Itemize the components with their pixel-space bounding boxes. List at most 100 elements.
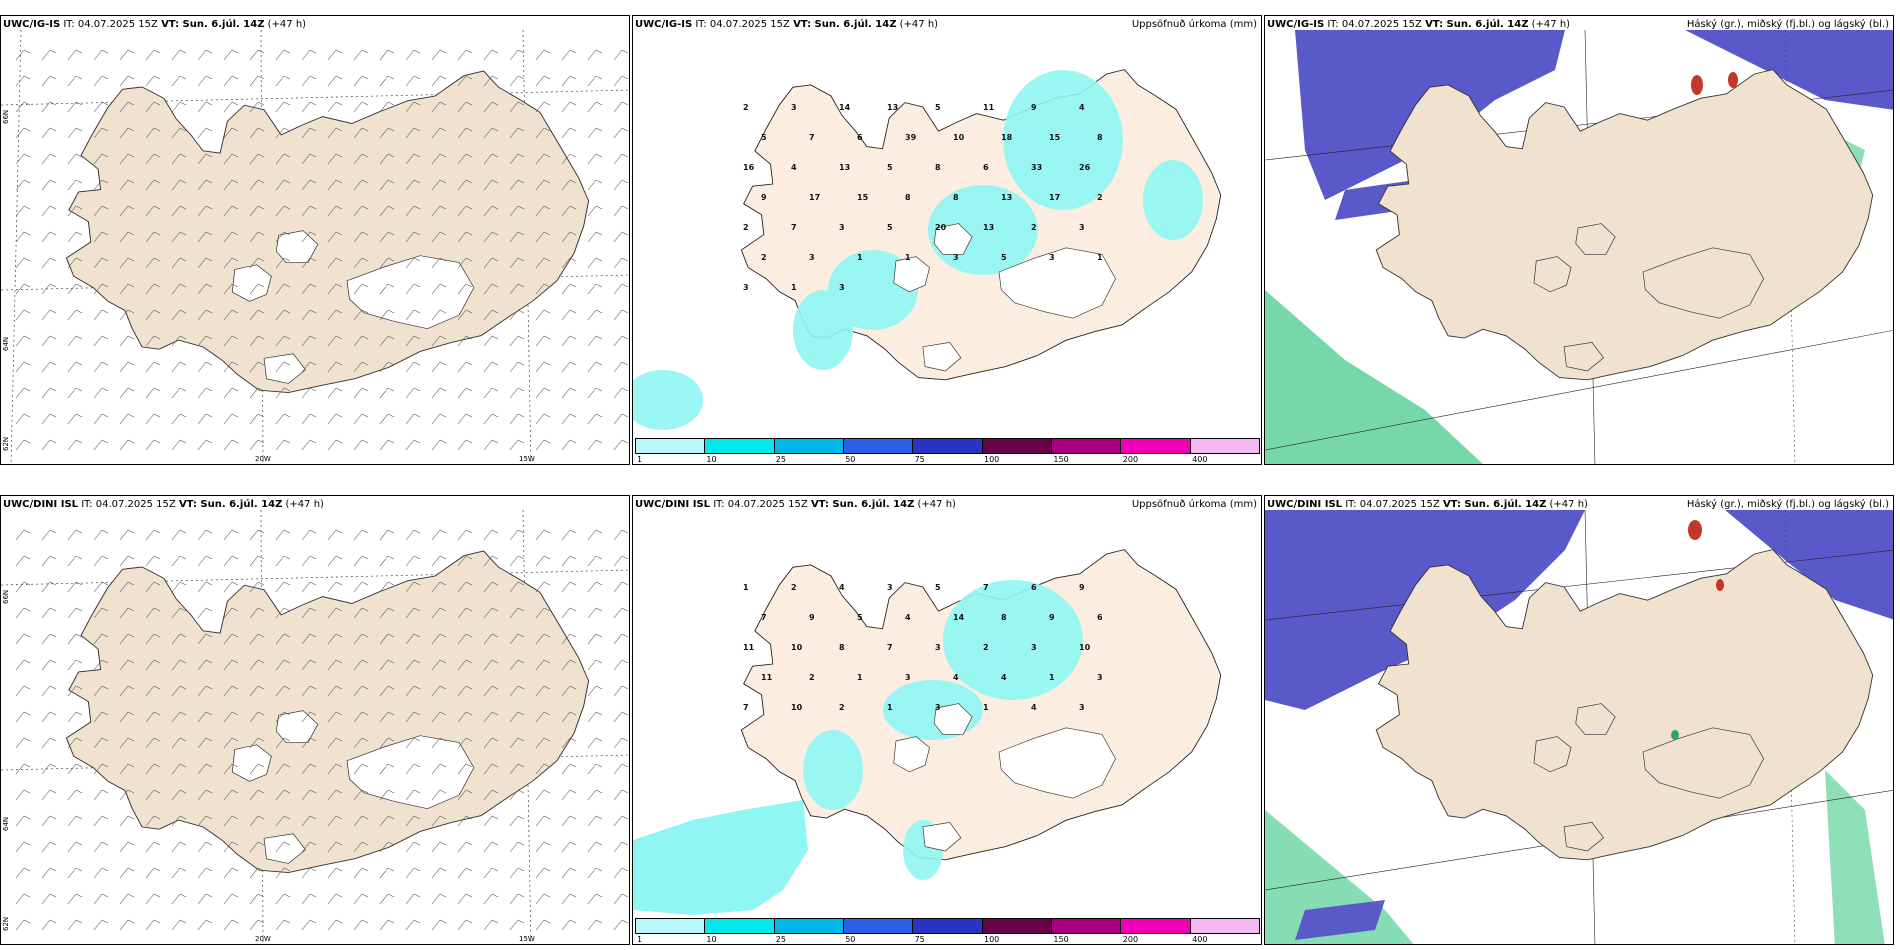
precip-value: 10 (791, 643, 803, 652)
wind-barb (119, 867, 135, 879)
wind-barb (353, 153, 369, 165)
precip-value: 4 (1031, 703, 1037, 712)
wind-barb (93, 257, 109, 269)
precip-value: 6 (1097, 613, 1103, 622)
wind-barb (197, 841, 213, 853)
wind-barb (483, 763, 499, 775)
wind-barb (535, 659, 551, 671)
wind-barb (613, 581, 629, 593)
wind-barb (171, 439, 187, 451)
lat-label: 62N (2, 436, 10, 451)
wind-barb (353, 413, 369, 425)
wind-barb (561, 633, 577, 645)
wind-barb (561, 659, 577, 671)
colorbar-segment (843, 919, 914, 933)
wind-barb (457, 205, 473, 217)
wind-barb (171, 633, 187, 645)
wind-barb (405, 75, 421, 87)
precip-value: 13 (983, 223, 994, 232)
wind-barb (249, 231, 265, 243)
wind-barb (613, 439, 629, 451)
wind-barb (249, 179, 265, 191)
wind-barb (587, 49, 603, 61)
wind-barb (119, 153, 135, 165)
wind-barbs (15, 49, 629, 451)
wind-barb (379, 893, 395, 905)
wind-barb (119, 49, 135, 61)
wind-barb (119, 231, 135, 243)
wind-barb (613, 529, 629, 541)
wind-barb (197, 919, 213, 931)
wind-barb (119, 815, 135, 827)
colorbar-tick: 400 (1192, 935, 1208, 944)
wind-barb (171, 555, 187, 567)
colorbar-tick: 1 (637, 935, 643, 944)
cloud-map (1265, 510, 1893, 944)
wind-barb (171, 659, 187, 671)
precip-value: 10 (953, 133, 965, 142)
wind-barb (15, 101, 31, 113)
wind-barb (431, 257, 447, 269)
wind-barb (535, 179, 551, 191)
wind-barb (249, 711, 265, 723)
wind-barb (197, 309, 213, 321)
wind-barb (353, 555, 369, 567)
precip-value: 5 (887, 223, 893, 232)
wind-barb (223, 737, 239, 749)
wind-barb (145, 815, 161, 827)
wind-barb (431, 789, 447, 801)
wind-barb (67, 529, 83, 541)
precip-value: 14 (953, 613, 965, 622)
wind-barb (197, 737, 213, 749)
wind-barb (587, 101, 603, 113)
wind-barb (41, 867, 57, 879)
wind-barb (249, 101, 265, 113)
wind-barb (41, 633, 57, 645)
wind-barb (223, 309, 239, 321)
wind-barb (587, 789, 603, 801)
wind-barb (15, 335, 31, 347)
wind-barb (561, 179, 577, 191)
wind-barb (509, 153, 525, 165)
colorbar-segment (982, 439, 1052, 453)
wind-barb (275, 231, 291, 243)
wind-barb (67, 101, 83, 113)
wind-barb (613, 659, 629, 671)
precip-value: 1 (983, 703, 989, 712)
wind-barb (535, 335, 551, 347)
wind-barb (457, 439, 473, 451)
wind-barb (353, 101, 369, 113)
wind-barb (457, 179, 473, 191)
wind-barb (301, 685, 317, 697)
wind-barb (145, 231, 161, 243)
wind-barb (145, 711, 161, 723)
wind-barb (93, 867, 109, 879)
wind-barb (15, 763, 31, 775)
precip-value: 3 (839, 223, 845, 232)
wind-barb (483, 867, 499, 879)
colorbar-segment (1190, 919, 1259, 933)
wind-barb (93, 309, 109, 321)
wind-barb (483, 893, 499, 905)
wind-barb (327, 361, 343, 373)
wind-barb (171, 283, 187, 295)
wind-barb (509, 413, 525, 425)
precip-value: 5 (935, 583, 941, 592)
wind-barb (535, 763, 551, 775)
wind-barb (379, 335, 395, 347)
precip-value: 5 (1001, 253, 1007, 262)
wind-barb (119, 659, 135, 671)
wind-barb (561, 555, 577, 567)
wind-barb (119, 841, 135, 853)
wind-barb (483, 361, 499, 373)
wind-barb (119, 529, 135, 541)
wind-barb (587, 361, 603, 373)
wind-barb (613, 205, 629, 217)
precip-value: 2 (743, 223, 749, 232)
wind-barb (561, 101, 577, 113)
wind-barb (431, 179, 447, 191)
wind-barb (535, 841, 551, 853)
wind-barb (145, 893, 161, 905)
wind-barb (483, 737, 499, 749)
wind-barb (561, 581, 577, 593)
